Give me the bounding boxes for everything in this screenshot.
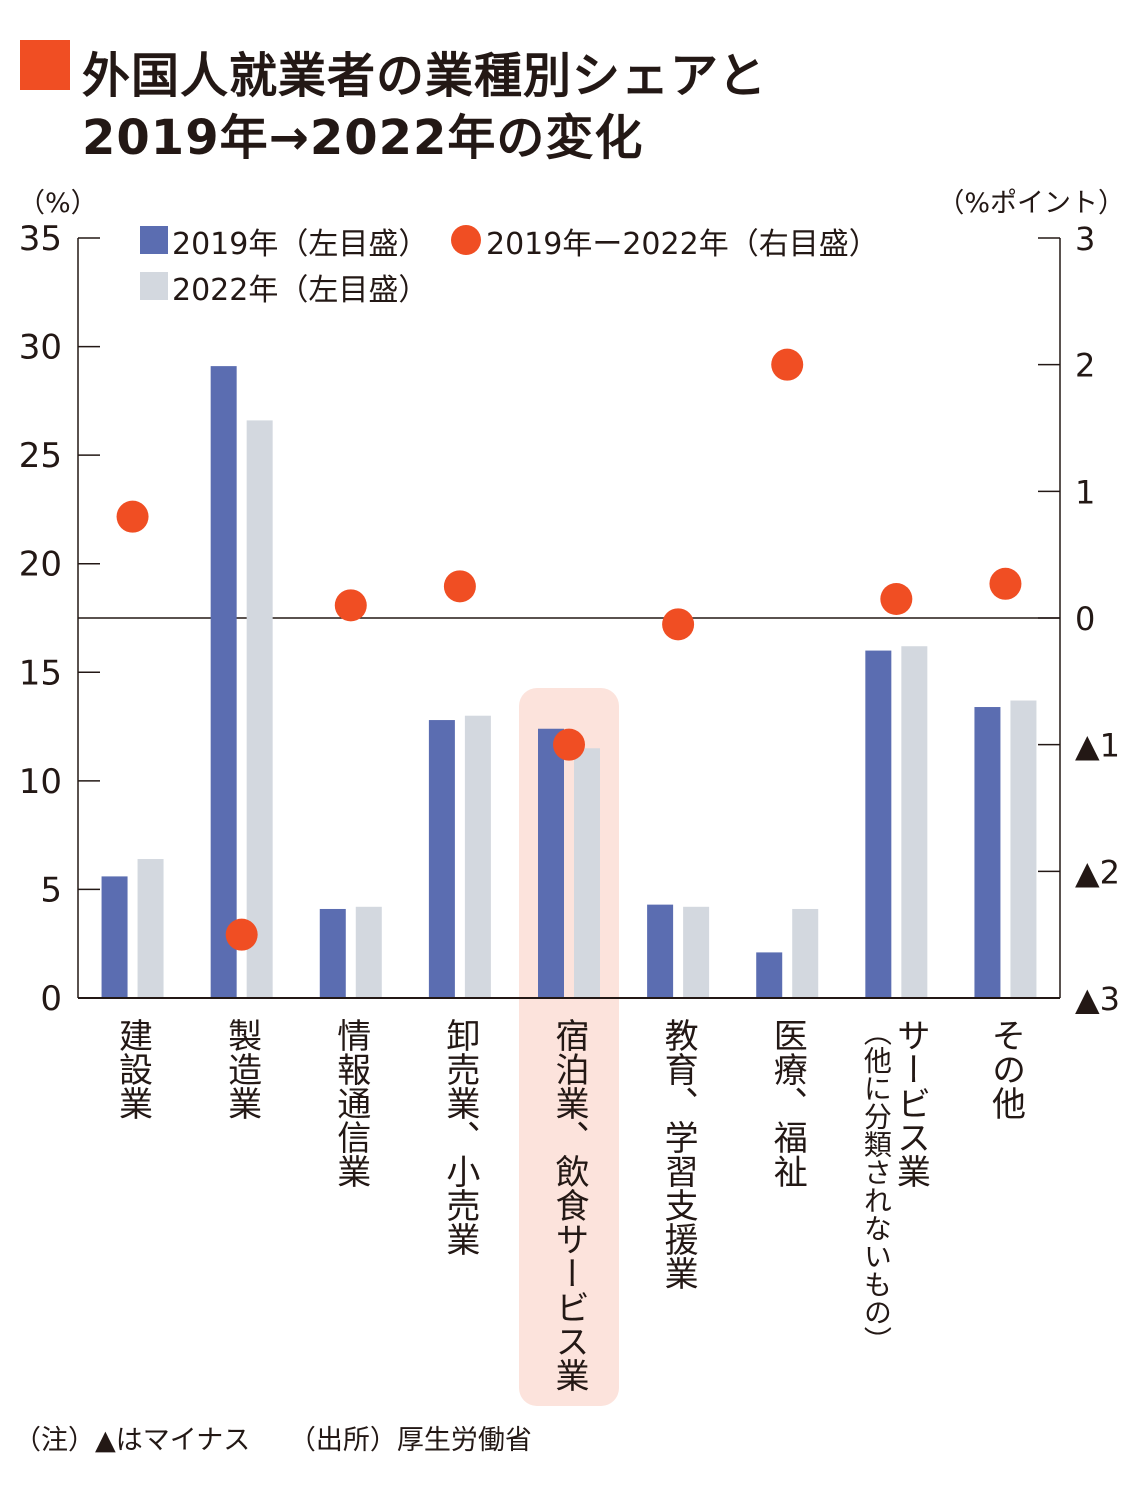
dot-change bbox=[880, 583, 913, 615]
footnote-note: （注）▲はマイナス bbox=[14, 1425, 251, 1456]
left-tick-label: 30 bbox=[19, 328, 62, 368]
dot-change bbox=[553, 728, 585, 761]
category-label: 医療、福祉 bbox=[767, 1018, 807, 1188]
dot-change bbox=[225, 918, 258, 951]
left-tick-label: 0 bbox=[40, 979, 62, 1019]
right-tick-label: ▲1 bbox=[1075, 727, 1120, 765]
left-tick-label: 20 bbox=[19, 545, 62, 585]
left-axis-unit: （%） bbox=[18, 188, 98, 219]
title-marker bbox=[20, 40, 70, 90]
legend-swatch bbox=[140, 226, 168, 254]
bar-2022 bbox=[464, 715, 491, 998]
bar-2022 bbox=[355, 906, 382, 998]
dot-change bbox=[989, 567, 1022, 600]
left-tick-label: 35 bbox=[19, 219, 62, 259]
category-label: その他 bbox=[985, 1018, 1025, 1120]
legend-label: 2019年（左目盛） bbox=[172, 227, 428, 262]
bar-2022 bbox=[1010, 700, 1037, 998]
dot-change bbox=[443, 570, 476, 603]
bar-2022 bbox=[792, 908, 819, 998]
category-label: 卸売業、小売業 bbox=[440, 1018, 480, 1256]
bar-2019 bbox=[865, 650, 892, 998]
chart-svg: 0 5 10 15 20 25 30 35 ▲3 ▲2 ▲1 0 1 2 3 （%） （%ポイント） 建設業 製造業… bbox=[18, 188, 1125, 1406]
title-line-2: 2019年→2022年の変化 bbox=[82, 110, 644, 166]
bar-2022 bbox=[901, 646, 928, 998]
title-line-1: 外国人就業者の業種別シェアと bbox=[82, 48, 768, 104]
right-tick-label: ▲3 bbox=[1075, 980, 1120, 1018]
bar-2019 bbox=[319, 908, 346, 998]
footnote-source: （出所）厚生労働省 bbox=[288, 1425, 532, 1456]
bar-2022 bbox=[574, 748, 600, 998]
bar-2019 bbox=[538, 728, 564, 998]
dot-change bbox=[334, 589, 367, 622]
category-label: 建設業 bbox=[113, 1018, 153, 1120]
category-label: 製造業 bbox=[222, 1018, 262, 1120]
right-tick-label: 3 bbox=[1075, 220, 1095, 258]
dot-change bbox=[662, 608, 695, 641]
dot-change bbox=[116, 500, 149, 533]
category-label: 宿泊業、飲食サービス業 bbox=[549, 1018, 589, 1392]
category-label: 教育、学習支援業 bbox=[658, 1018, 698, 1290]
category-sublabel: （他に分類されないもの） bbox=[860, 1018, 893, 1354]
right-tick-label: 1 bbox=[1075, 473, 1095, 511]
footnote: （注）▲はマイナス （出所）厚生労働省 bbox=[14, 1418, 562, 1457]
bar-2019 bbox=[428, 720, 455, 998]
legend-label: 2019年ー2022年（右目盛） bbox=[486, 227, 879, 262]
legend-swatch bbox=[140, 272, 168, 300]
bar-2019 bbox=[210, 366, 237, 999]
legend-dot bbox=[451, 225, 481, 255]
left-tick-label: 10 bbox=[19, 762, 62, 802]
dot-change bbox=[771, 348, 804, 381]
right-axis-unit: （%ポイント） bbox=[937, 188, 1125, 219]
right-tick-label: 2 bbox=[1075, 347, 1095, 385]
bar-2022 bbox=[137, 859, 164, 998]
legend-label: 2022年（左目盛） bbox=[172, 273, 428, 308]
left-tick-label: 15 bbox=[19, 653, 62, 693]
bar-2019 bbox=[756, 952, 783, 998]
bar-2022 bbox=[246, 420, 273, 998]
bar-2019 bbox=[974, 707, 1001, 998]
bar-2019 bbox=[647, 904, 674, 998]
right-tick-label: ▲2 bbox=[1075, 853, 1120, 891]
category-label: サービス業 bbox=[890, 1018, 930, 1188]
bar-2019 bbox=[101, 876, 128, 998]
right-tick-label: 0 bbox=[1075, 600, 1095, 638]
left-tick-label: 5 bbox=[40, 870, 62, 910]
bar-2022 bbox=[683, 906, 710, 998]
left-tick-label: 25 bbox=[19, 436, 62, 476]
category-label: 情報通信業 bbox=[331, 1018, 371, 1188]
